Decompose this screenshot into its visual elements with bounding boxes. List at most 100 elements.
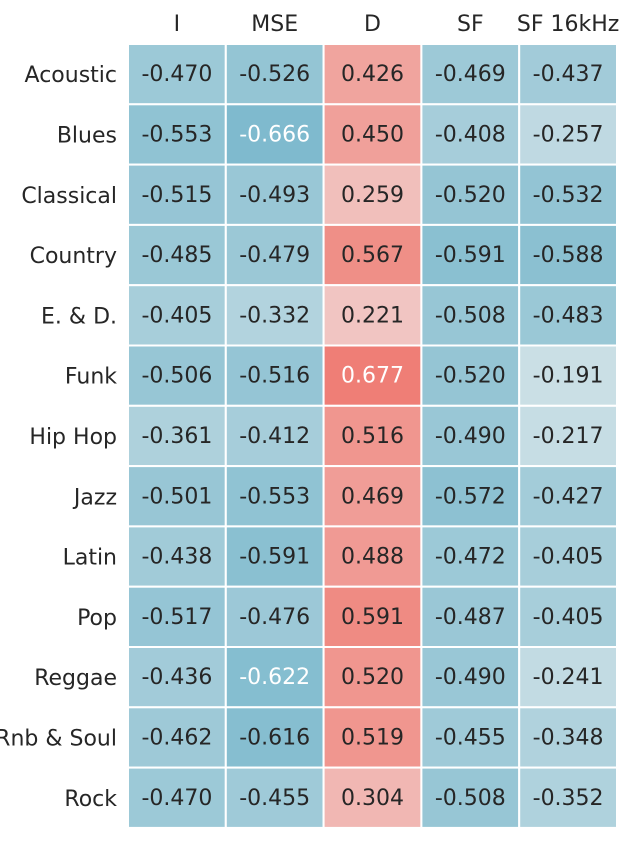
- cell-value-label: -0.191: [533, 364, 604, 389]
- row-label: Pop: [77, 606, 117, 631]
- heatmap-cell: [420, 766, 521, 829]
- cell-value-label: -0.412: [239, 424, 310, 449]
- row-label: Classical: [21, 184, 117, 209]
- cell-value-label: -0.516: [239, 364, 310, 389]
- heatmap-cell: [518, 344, 619, 407]
- cell-value-label: -0.588: [533, 243, 604, 268]
- cell-value-label: -0.622: [239, 665, 310, 690]
- cell-value-label: 0.516: [341, 424, 404, 449]
- cell-value-label: -0.515: [141, 183, 212, 208]
- heatmap-cell: [420, 646, 521, 709]
- row-label: Jazz: [72, 485, 117, 510]
- heatmap-cell: [518, 525, 619, 588]
- cell-value-label: -0.479: [239, 243, 310, 268]
- cell-value-label: -0.501: [141, 484, 212, 509]
- heatmap-cell: [518, 103, 619, 166]
- cell-value-label: 0.221: [341, 303, 404, 328]
- cell-value-label: -0.506: [141, 364, 212, 389]
- heatmap-cell: [224, 163, 325, 226]
- cell-value-label: -0.332: [239, 303, 310, 328]
- cell-value-label: -0.472: [435, 545, 506, 570]
- row-label: Rock: [64, 787, 117, 812]
- cell-value-label: -0.408: [435, 122, 506, 147]
- heatmap-cell: [127, 706, 227, 769]
- heatmap-cell: [518, 766, 619, 829]
- heatmap-cell: [322, 103, 423, 166]
- cell-value-label: -0.553: [141, 122, 212, 147]
- cell-value-label: 0.591: [341, 605, 404, 630]
- cell-value-label: -0.361: [141, 424, 212, 449]
- cell-value-label: 0.259: [341, 183, 404, 208]
- column-label: SF: [457, 12, 484, 37]
- cell-value-label: -0.352: [533, 786, 604, 811]
- row-label: Blues: [57, 123, 117, 148]
- cell-value-label: -0.490: [435, 424, 506, 449]
- cell-value-label: -0.616: [239, 725, 310, 750]
- cell-value-label: -0.572: [435, 484, 506, 509]
- cell-value-label: -0.217: [533, 424, 604, 449]
- column-label: D: [364, 12, 381, 37]
- heatmap-cell: [322, 646, 423, 709]
- cell-value-label: 0.567: [341, 243, 404, 268]
- cell-value-label: -0.476: [239, 605, 310, 630]
- cell-value-label: -0.405: [141, 303, 212, 328]
- heatmap-cell: [127, 43, 227, 106]
- heatmap-cell: [420, 223, 521, 287]
- heatmap-cell: [127, 465, 227, 528]
- cell-value-label: -0.438: [141, 545, 212, 570]
- column-labels: I MSE D SF SF 16kHz: [174, 12, 620, 37]
- heatmap-cell: [518, 223, 619, 287]
- heatmap-cell: [322, 223, 423, 287]
- cell-value-label: -0.532: [533, 183, 604, 208]
- cell-value-label: -0.405: [533, 545, 604, 570]
- cell-value-label: -0.405: [533, 605, 604, 630]
- heatmap-cell: [224, 223, 325, 287]
- column-label: MSE: [251, 12, 298, 37]
- heatmap-cell: [420, 163, 521, 226]
- cell-value-label: -0.257: [533, 122, 604, 147]
- heatmap-cell: [322, 284, 423, 347]
- heatmap-cell: [224, 344, 325, 407]
- cell-value-label: -0.520: [435, 183, 506, 208]
- cell-value-label: -0.591: [435, 243, 506, 268]
- heatmap-cell: [322, 344, 423, 407]
- row-label: Acoustic: [25, 63, 117, 88]
- cell-value-label: -0.485: [141, 243, 212, 268]
- heatmap-cell: [420, 706, 521, 769]
- row-label: Hip Hop: [29, 425, 117, 450]
- cell-value-label: 0.519: [341, 725, 404, 750]
- heatmap-cell: [224, 284, 325, 347]
- heatmap-cell: [224, 43, 325, 106]
- cell-value-label: -0.487: [435, 605, 506, 630]
- cell-value-label: -0.490: [435, 665, 506, 690]
- heatmap-cells: [127, 43, 619, 829]
- cell-value-label: 0.469: [341, 484, 404, 509]
- cell-value-label: -0.436: [141, 665, 212, 690]
- cell-value-label: -0.469: [435, 62, 506, 87]
- cell-value-label: -0.517: [141, 605, 212, 630]
- heatmap-cell: [127, 284, 227, 347]
- cell-value-label: -0.427: [533, 484, 604, 509]
- column-label: SF 16kHz: [517, 12, 619, 37]
- cell-value-label: 0.450: [341, 122, 404, 147]
- cell-value-label: -0.348: [533, 725, 604, 750]
- cell-value-label: 0.304: [341, 786, 404, 811]
- cell-value-label: -0.455: [435, 725, 506, 750]
- cell-value-label: -0.508: [435, 303, 506, 328]
- row-labels: Acoustic Blues Classical Country E. & D. Funk…: [0, 63, 117, 812]
- row-label: Funk: [65, 365, 117, 390]
- row-label: Rnb & Soul: [0, 726, 117, 751]
- cell-value-label: -0.470: [141, 62, 212, 87]
- heatmap-cell: [420, 585, 521, 649]
- heatmap-cell: [127, 646, 227, 709]
- cell-value-label: -0.553: [239, 484, 310, 509]
- row-label: Country: [30, 244, 117, 269]
- heatmap-cell: [224, 585, 325, 649]
- cell-value-label: -0.462: [141, 725, 212, 750]
- row-label: Latin: [63, 546, 117, 571]
- cell-value-label: -0.241: [533, 665, 604, 690]
- heatmap-cell: [518, 646, 619, 709]
- cell-value-label: -0.470: [141, 786, 212, 811]
- heatmap-cell-labels: -0.470 -0.526 0.426 -0.469 -0.437 -0.553 -0.66…: [141, 62, 603, 811]
- cell-value-label: 0.488: [341, 545, 404, 570]
